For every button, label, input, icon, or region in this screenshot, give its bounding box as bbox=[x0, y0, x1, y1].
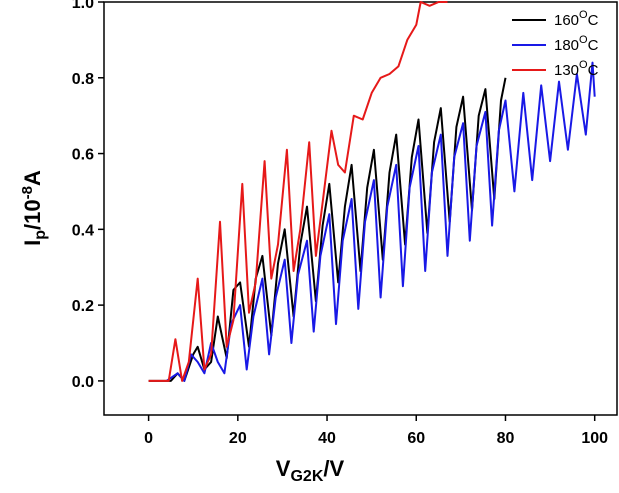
y-axis-title-main: I bbox=[20, 240, 45, 246]
y-axis-title: Ip/10-8A bbox=[19, 170, 49, 246]
x-tick-label: 40 bbox=[318, 430, 336, 447]
x-tick-label: 80 bbox=[497, 430, 515, 447]
x-axis-title-main: V bbox=[276, 456, 291, 481]
tick-labels: 0 20 40 60 80 100 0.0 0.2 0.4 0.6 0.8 1.0 bbox=[72, 0, 608, 447]
legend-180-main: 180 bbox=[554, 37, 579, 54]
y-tick-label: 0.4 bbox=[72, 222, 94, 239]
legend-160-unit: C bbox=[588, 12, 599, 29]
plot-frame bbox=[103, 1, 618, 416]
y-axis-title-mid: /10 bbox=[20, 199, 45, 230]
series-line-130 bbox=[148, 1, 448, 382]
y-axis-title-sub: p bbox=[32, 230, 49, 240]
legend-180-sup: O bbox=[579, 34, 588, 46]
y-tick-label: 0.8 bbox=[72, 71, 94, 88]
y-tick-label: 0.2 bbox=[72, 298, 94, 315]
y-tick-label: 1.0 bbox=[72, 0, 94, 12]
legend-160-sup: O bbox=[579, 9, 588, 21]
x-tick-label: 0 bbox=[144, 430, 153, 447]
axis-ticks bbox=[98, 1, 596, 421]
x-axis-title-sub: G2K bbox=[290, 468, 323, 485]
legend-130-unit: C bbox=[588, 62, 599, 79]
x-axis-title-suffix: /V bbox=[323, 456, 344, 481]
legend-label-130: 130OC bbox=[554, 59, 599, 79]
y-axis-title-suffix: A bbox=[20, 170, 45, 186]
x-tick-label: 20 bbox=[229, 430, 247, 447]
y-tick-label: 0.6 bbox=[72, 147, 94, 164]
legend-label-160: 160OC bbox=[554, 9, 599, 29]
legend: 160OC 180OC 130OC bbox=[512, 9, 599, 79]
x-tick-label: 60 bbox=[407, 430, 425, 447]
legend-130-sup: O bbox=[579, 59, 588, 71]
legend-180-unit: C bbox=[588, 37, 599, 54]
y-tick-label: 0.0 bbox=[72, 374, 94, 391]
x-axis-title: VG2K/V bbox=[276, 456, 345, 485]
legend-label-180: 180OC bbox=[554, 34, 599, 54]
legend-130-main: 130 bbox=[554, 62, 579, 79]
y-axis-title-sup: -8 bbox=[19, 186, 36, 199]
series-lines bbox=[148, 1, 596, 382]
x-tick-label: 100 bbox=[581, 430, 608, 447]
legend-160-main: 160 bbox=[554, 12, 579, 29]
series-line-180 bbox=[165, 61, 596, 382]
